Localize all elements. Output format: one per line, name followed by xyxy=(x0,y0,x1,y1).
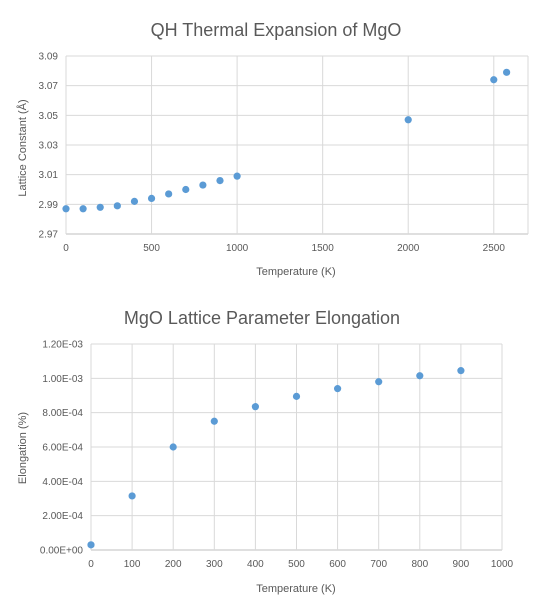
chart2-y-tick-labels: 0.00E+00 2.00E-04 4.00E-04 6.00E-04 8.00E-04… xyxy=(40,340,84,557)
x-tick-label: 800 xyxy=(411,559,428,570)
data-point xyxy=(416,372,424,380)
data-point xyxy=(79,205,87,213)
chart2-gridlines xyxy=(90,343,503,551)
data-point xyxy=(169,443,177,451)
y-tick-label: 2.97 xyxy=(39,230,59,241)
data-point xyxy=(182,185,190,194)
y-tick-label: 1.00E-03 xyxy=(42,374,83,385)
elongation-chart: 0.00E+00 2.00E-04 4.00E-04 6.00E-04 8.00E-04… xyxy=(17,308,514,595)
x-tick-label: 500 xyxy=(288,559,305,570)
data-point xyxy=(128,492,136,500)
data-point xyxy=(113,202,121,210)
data-point xyxy=(216,177,224,185)
data-point xyxy=(233,172,241,180)
chart1-points xyxy=(62,68,511,213)
x-tick-label: 200 xyxy=(165,559,182,570)
x-tick-label: 700 xyxy=(370,559,387,570)
data-point xyxy=(457,367,465,375)
y-tick-label: 2.00E-04 xyxy=(42,511,83,522)
data-point xyxy=(96,203,104,211)
data-point xyxy=(210,417,218,425)
data-point xyxy=(147,194,156,202)
data-point xyxy=(334,385,342,393)
chart1-title: QH Thermal Expansion of MgO xyxy=(151,20,402,40)
data-point xyxy=(199,181,207,189)
y-tick-label: 0.00E+00 xyxy=(40,546,84,557)
chart2-points xyxy=(87,367,465,549)
y-tick-label: 4.00E-04 xyxy=(42,477,83,488)
data-point xyxy=(251,403,259,411)
data-point xyxy=(404,116,412,124)
x-tick-label: 900 xyxy=(453,559,470,570)
y-tick-label: 3.09 xyxy=(39,52,59,63)
x-tick-label: 400 xyxy=(247,559,264,570)
chart2-y-axis-title: Elongation (%) xyxy=(17,412,29,484)
y-tick-label: 3.05 xyxy=(39,111,59,122)
chart2-title: MgO Lattice Parameter Elongation xyxy=(124,308,400,328)
data-point xyxy=(490,76,498,84)
y-tick-label: 2.99 xyxy=(39,200,59,211)
x-tick-label: 0 xyxy=(63,243,69,254)
chart1-y-tick-labels: 2.97 2.99 3.01 3.03 3.05 3.07 3.09 xyxy=(39,52,59,241)
chart2-x-tick-labels: 0 100 200 300 400 500 600 700 800 900 1000 xyxy=(88,559,513,570)
x-tick-label: 2500 xyxy=(483,243,506,254)
x-tick-label: 2000 xyxy=(397,243,420,254)
x-tick-label: 1000 xyxy=(491,559,514,570)
x-tick-label: 1000 xyxy=(226,243,249,254)
chart1-y-axis-title: Lattice Constant (Å) xyxy=(16,99,29,196)
chart1-x-axis-title: Temperature (K) xyxy=(256,266,335,278)
x-tick-label: 500 xyxy=(143,243,160,254)
y-tick-label: 6.00E-04 xyxy=(42,443,83,454)
y-tick-label: 3.01 xyxy=(39,170,59,181)
data-point xyxy=(375,378,383,386)
y-tick-label: 8.00E-04 xyxy=(42,408,83,419)
data-point xyxy=(292,392,301,400)
x-tick-label: 0 xyxy=(88,559,94,570)
y-tick-label: 3.07 xyxy=(39,81,59,92)
data-point xyxy=(503,68,511,76)
data-point xyxy=(130,197,139,205)
x-tick-label: 100 xyxy=(124,559,141,570)
chart1-x-tick-labels: 0 500 1000 1500 2000 2500 xyxy=(63,243,505,254)
data-point xyxy=(165,190,173,198)
chart1-gridlines xyxy=(65,55,529,235)
data-point xyxy=(87,541,95,549)
thermal-expansion-chart: 2.97 2.99 3.01 3.03 3.05 3.07 3.09 0 500 1000 150… xyxy=(16,20,529,278)
data-point xyxy=(62,205,70,213)
y-tick-label: 3.03 xyxy=(39,141,59,152)
x-tick-label: 300 xyxy=(206,559,223,570)
chart2-x-axis-title: Temperature (K) xyxy=(256,583,335,595)
y-tick-label: 1.20E-03 xyxy=(42,340,83,351)
x-tick-label: 600 xyxy=(329,559,346,570)
x-tick-label: 1500 xyxy=(312,243,335,254)
